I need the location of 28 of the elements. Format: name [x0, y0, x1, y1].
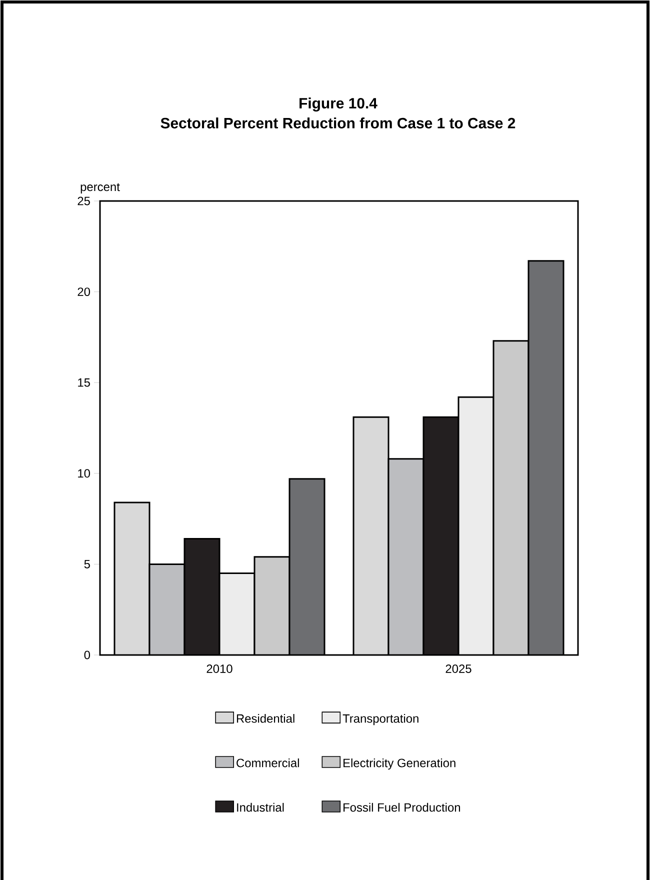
bar — [254, 556, 290, 655]
legend-label: Residential — [236, 714, 294, 723]
y-tick-label: 0 — [84, 650, 90, 660]
legend-label: Industrial — [237, 802, 284, 812]
bar — [388, 458, 424, 655]
x-tick-label: 2010 — [206, 664, 232, 673]
bar — [352, 416, 390, 655]
bar — [422, 416, 460, 655]
chart-title: Figure 10.4 Sectoral Percent Reduction from Case 1 to Case 2 — [160, 98, 516, 128]
legend-label: Electricity Generation — [344, 758, 456, 770]
y-tick-label: 10 — [78, 469, 90, 478]
bar — [114, 502, 150, 655]
bar — [184, 538, 220, 655]
bar — [458, 396, 494, 655]
y-axis-title: percent — [80, 183, 120, 194]
bar — [492, 340, 530, 655]
bar — [528, 260, 564, 655]
y-tick-label: 5 — [84, 560, 90, 568]
bar — [148, 563, 186, 655]
legend-label: Fossil Fuel Production — [344, 802, 460, 812]
y-tick-label: 25 — [78, 196, 90, 206]
legend-label: Transportation — [342, 714, 418, 726]
y-tick-label: 15 — [78, 378, 90, 387]
bar — [288, 478, 326, 655]
x-tick-label: 2025 — [446, 664, 472, 673]
bar — [218, 572, 256, 655]
y-tick-label: 20 — [78, 288, 90, 296]
legend-label: Commercial — [236, 758, 299, 768]
